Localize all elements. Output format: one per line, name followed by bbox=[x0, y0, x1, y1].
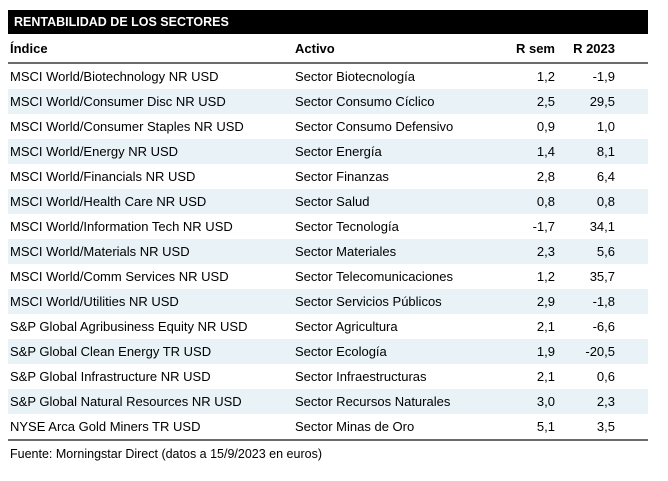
column-header-r-2023: R 2023 bbox=[573, 41, 615, 56]
cell-r-sem: 1,4 bbox=[536, 144, 555, 159]
cell-indice: S&P Global Infrastructure NR USD bbox=[10, 369, 211, 384]
cell-r-2023: 34,1 bbox=[589, 219, 615, 234]
cell-r-sem: 0,9 bbox=[536, 119, 555, 134]
table-row: MSCI World/Information Tech NR USD Sector… bbox=[8, 214, 648, 239]
table-row: S&P Global Clean Energy TR USD Sector Eco… bbox=[8, 339, 648, 364]
cell-indice: S&P Global Agribusiness Equity NR USD bbox=[10, 319, 248, 334]
cell-indice: MSCI World/Biotechnology NR USD bbox=[10, 69, 219, 84]
cell-r-sem: 2,9 bbox=[536, 294, 555, 309]
cell-indice: MSCI World/Utilities NR USD bbox=[10, 294, 179, 309]
table-row: MSCI World/Consumer Staples NR USD Sector… bbox=[8, 114, 648, 139]
cell-r-2023: 29,5 bbox=[589, 94, 615, 109]
cell-r-sem: 0,8 bbox=[536, 194, 555, 209]
cell-indice: MSCI World/Materials NR USD bbox=[10, 244, 190, 259]
table-row: MSCI World/Energy NR USD Sector Energía 1,… bbox=[8, 139, 648, 164]
table-row: S&P Global Natural Resources NR USD Secto… bbox=[8, 389, 648, 414]
cell-activo: Sector Recursos Naturales bbox=[295, 394, 451, 409]
cell-activo: Sector Minas de Oro bbox=[295, 419, 415, 434]
cell-indice: MSCI World/Financials NR USD bbox=[10, 169, 196, 184]
cell-activo: Sector Ecología bbox=[295, 344, 387, 359]
column-header-indice: Índice bbox=[10, 41, 48, 56]
cell-r-2023: 0,8 bbox=[596, 194, 615, 209]
cell-indice: MSCI World/Consumer Staples NR USD bbox=[10, 119, 244, 134]
cell-r-2023: -20,5 bbox=[585, 344, 615, 359]
table-title-bar: RENTABILIDAD DE LOS SECTORES bbox=[8, 10, 648, 34]
table-row: S&P Global Infrastructure NR USD Sector I… bbox=[8, 364, 648, 389]
cell-indice: S&P Global Clean Energy TR USD bbox=[10, 344, 212, 359]
cell-indice: MSCI World/Information Tech NR USD bbox=[10, 219, 233, 234]
cell-r-sem: 2,1 bbox=[536, 369, 555, 384]
table-row: NYSE Arca Gold Miners TR USD Sector Minas… bbox=[8, 414, 648, 439]
cell-activo: Sector Servicios Públicos bbox=[295, 294, 442, 309]
table-row: S&P Global Agribusiness Equity NR USD Sec… bbox=[8, 314, 648, 339]
cell-indice: S&P Global Natural Resources NR USD bbox=[10, 394, 242, 409]
cell-r-sem: 2,8 bbox=[536, 169, 555, 184]
cell-activo: Sector Biotecnología bbox=[295, 69, 415, 84]
cell-indice: MSCI World/Health Care NR USD bbox=[10, 194, 207, 209]
cell-r-2023: 3,5 bbox=[596, 419, 615, 434]
cell-activo: Sector Tecnología bbox=[295, 219, 399, 234]
cell-r-sem: 2,5 bbox=[536, 94, 555, 109]
table-body: MSCI World/Biotechnology NR USD Sector Bi… bbox=[8, 64, 648, 441]
cell-r-2023: 1,0 bbox=[596, 119, 615, 134]
cell-r-sem: 2,3 bbox=[536, 244, 555, 259]
cell-indice: MSCI World/Comm Services NR USD bbox=[10, 269, 229, 284]
cell-r-sem: 2,1 bbox=[536, 319, 555, 334]
cell-indice: MSCI World/Energy NR USD bbox=[10, 144, 179, 159]
cell-indice: MSCI World/Consumer Disc NR USD bbox=[10, 94, 226, 109]
cell-activo: Sector Infraestructuras bbox=[295, 369, 427, 384]
table-row: MSCI World/Consumer Disc NR USD Sector Co… bbox=[8, 89, 648, 114]
table-header-row: Índice Activo R sem R 2023 bbox=[8, 34, 648, 64]
cell-r-2023: 6,4 bbox=[596, 169, 615, 184]
cell-r-sem: -1,7 bbox=[532, 219, 555, 234]
cell-r-sem: 1,2 bbox=[536, 269, 555, 284]
table-row: MSCI World/Biotechnology NR USD Sector Bi… bbox=[8, 64, 648, 89]
cell-activo: Sector Telecomunicaciones bbox=[295, 269, 454, 284]
cell-activo: Sector Energía bbox=[295, 144, 382, 159]
column-header-r-sem: R sem bbox=[515, 41, 555, 56]
cell-r-2023: 2,3 bbox=[596, 394, 615, 409]
cell-r-2023: 5,6 bbox=[596, 244, 615, 259]
table-row: MSCI World/Financials NR USD Sector Finan… bbox=[8, 164, 648, 189]
source-note: Fuente: Morningstar Direct (datos a 15/9… bbox=[10, 447, 322, 461]
cell-r-sem: 1,9 bbox=[536, 344, 555, 359]
cell-r-2023: 8,1 bbox=[596, 144, 615, 159]
cell-r-2023: 0,6 bbox=[596, 369, 615, 384]
sector-returns-table: RENTABILIDAD DE LOS SECTORES Índice Acti… bbox=[8, 10, 648, 462]
cell-r-2023: 35,7 bbox=[589, 269, 615, 284]
cell-r-2023: -6,6 bbox=[592, 319, 615, 334]
cell-r-sem: 3,0 bbox=[536, 394, 555, 409]
cell-activo: Sector Agricultura bbox=[295, 319, 398, 334]
cell-indice: NYSE Arca Gold Miners TR USD bbox=[10, 419, 201, 434]
table-row: MSCI World/Utilities NR USD Sector Servic… bbox=[8, 289, 648, 314]
table-row: MSCI World/Health Care NR USD Sector Salu… bbox=[8, 189, 648, 214]
cell-activo: Sector Finanzas bbox=[295, 169, 389, 184]
cell-r-sem: 1,2 bbox=[536, 69, 555, 84]
column-header-activo: Activo bbox=[295, 41, 335, 56]
cell-activo: Sector Materiales bbox=[295, 244, 397, 259]
cell-activo: Sector Salud bbox=[295, 194, 370, 209]
cell-activo: Sector Consumo Defensivo bbox=[295, 119, 454, 134]
table-row: MSCI World/Materials NR USD Sector Materi… bbox=[8, 239, 648, 264]
table-row: MSCI World/Comm Services NR USD Sector Te… bbox=[8, 264, 648, 289]
cell-activo: Sector Consumo Cíclico bbox=[295, 94, 435, 109]
cell-r-sem: 5,1 bbox=[536, 419, 555, 434]
cell-r-2023: -1,9 bbox=[592, 69, 615, 84]
cell-r-2023: -1,8 bbox=[592, 294, 615, 309]
